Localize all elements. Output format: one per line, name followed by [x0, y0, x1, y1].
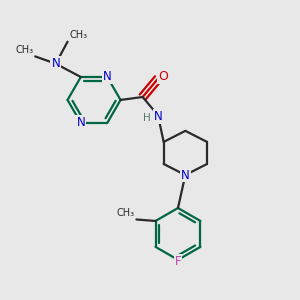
Text: O: O	[158, 70, 168, 83]
Text: N: N	[154, 110, 163, 123]
Text: N: N	[76, 116, 85, 129]
Text: N: N	[103, 70, 112, 83]
Text: CH₃: CH₃	[16, 45, 34, 55]
Text: F: F	[175, 255, 181, 268]
Text: CH₃: CH₃	[117, 208, 135, 218]
Text: CH₃: CH₃	[69, 30, 87, 40]
Text: N: N	[181, 169, 190, 182]
Text: N: N	[51, 57, 60, 70]
Text: H: H	[143, 113, 151, 123]
